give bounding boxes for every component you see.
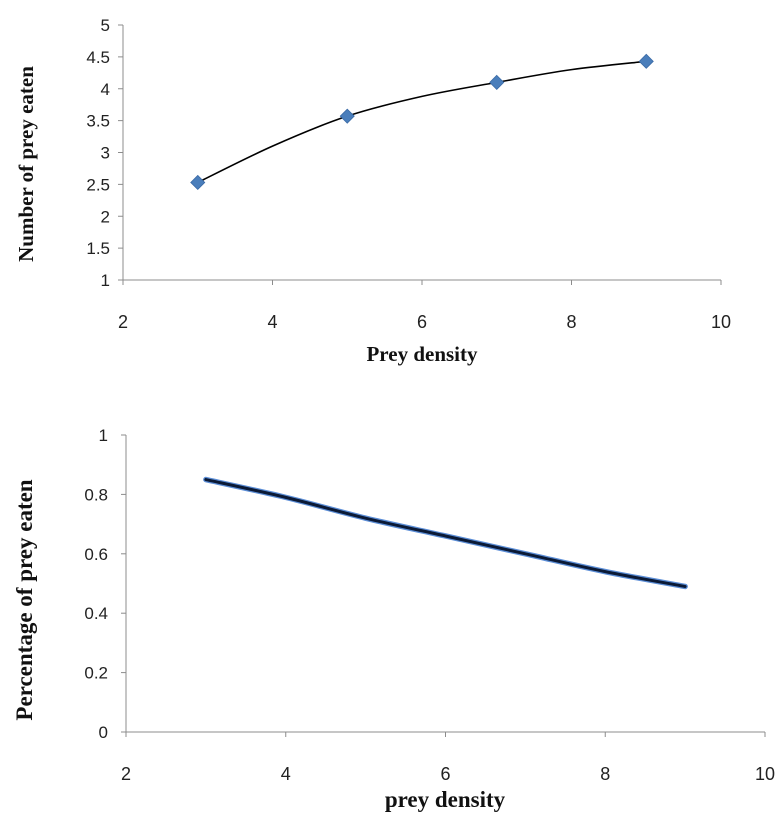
x-tick-label: 4 (281, 764, 291, 784)
chart-number-of-prey-eaten: 1 1.5 2 2.5 3 3.5 4 4.5 5 2 4 6 8 10 Prey density Nu… (14, 16, 731, 366)
x-tick-label: 2 (121, 764, 131, 784)
y-tick-label: 1.5 (86, 239, 110, 258)
x-tick-label: 4 (267, 312, 277, 332)
series-line (204, 478, 687, 588)
x-tick-label: 10 (711, 312, 731, 332)
x-tick-label: 6 (440, 764, 450, 784)
y-tick-label: 0 (99, 723, 108, 742)
x-tick-label: 8 (600, 764, 610, 784)
x-tick-label: 8 (566, 312, 576, 332)
data-point (638, 53, 654, 69)
x-tick-label: 10 (755, 764, 775, 784)
data-point (339, 108, 355, 124)
y-axis-title: Number of prey eaten (14, 66, 38, 262)
y-tick-label: 4 (101, 80, 110, 99)
y-tick-label: 0.4 (84, 604, 108, 623)
y-tick-label: 4.5 (86, 48, 110, 67)
y-tick-labels: 1 1.5 2 2.5 3 3.5 4 4.5 5 (86, 16, 123, 290)
x-tick-labels: 2 4 6 8 10 (118, 280, 731, 332)
y-tick-label: 3.5 (86, 112, 110, 131)
y-tick-label: 1 (101, 271, 110, 290)
x-axis-title: prey density (385, 787, 506, 812)
x-tick-labels: 2 4 6 8 10 (121, 732, 775, 784)
y-tick-label: 0.8 (84, 485, 108, 504)
x-tick-label: 6 (417, 312, 427, 332)
y-tick-label: 0.2 (84, 664, 108, 683)
data-point (190, 174, 206, 191)
y-tick-label: 5 (101, 16, 110, 35)
y-tick-labels: 0 0.2 0.4 0.6 0.8 1 (84, 426, 126, 742)
y-tick-label: 1 (99, 426, 108, 445)
data-points (190, 53, 654, 191)
chart-percentage-of-prey-eaten: 0 0.2 0.4 0.6 0.8 1 2 4 6 8 10 prey density Perce… (12, 426, 775, 812)
x-tick-label: 2 (118, 312, 128, 332)
y-tick-label: 2.5 (86, 175, 110, 194)
data-point (489, 74, 505, 90)
y-tick-label: 0.6 (84, 545, 108, 564)
trendline (197, 60, 647, 184)
x-axis-title: Prey density (366, 342, 478, 366)
y-axis-title: Percentage of prey eaten (12, 479, 37, 720)
y-tick-label: 2 (101, 207, 110, 226)
y-tick-label: 3 (101, 144, 110, 163)
